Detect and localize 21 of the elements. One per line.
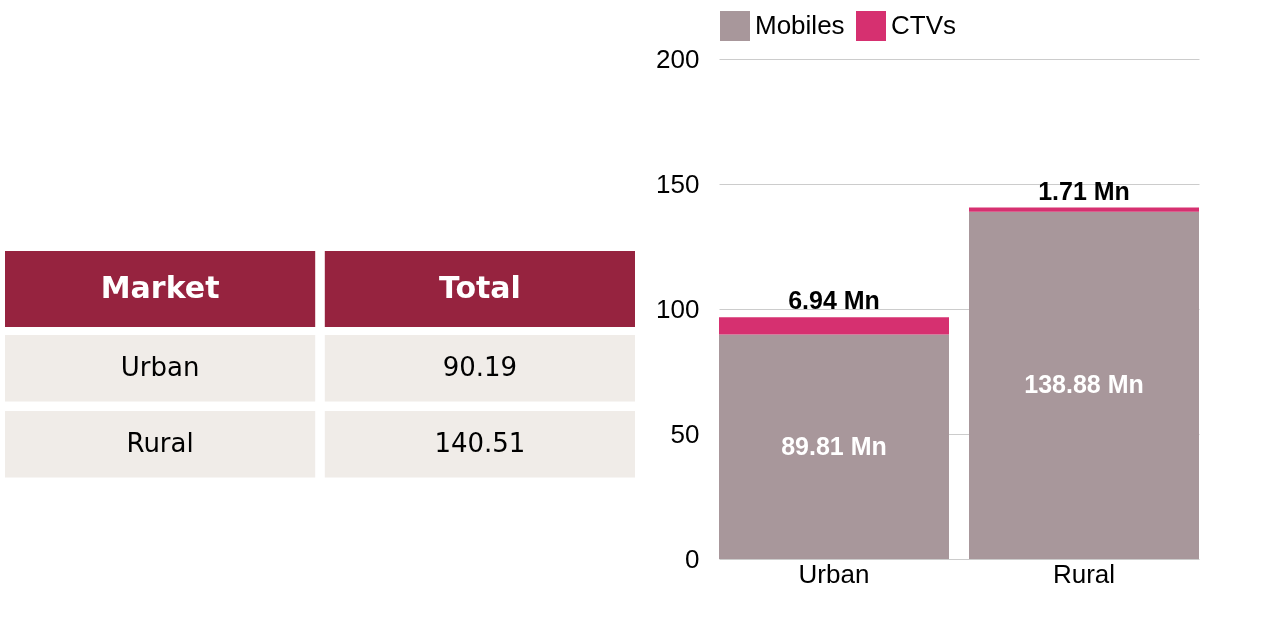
y-tick-label: 0	[685, 543, 700, 574]
data-label: 6.94 Mn	[788, 286, 880, 315]
category-label: Urban	[120, 352, 200, 383]
text: Total	[438, 270, 521, 305]
y-tick-label: 200	[656, 43, 700, 74]
legend-label: Mobiles	[755, 10, 845, 40]
category-label: Rural	[126, 428, 194, 459]
bar	[719, 317, 949, 335]
data-label: 140.51	[434, 428, 526, 459]
y-tick-label: 100	[656, 293, 700, 324]
bar	[719, 334, 949, 559]
data-label: 138.88 Mn	[1024, 370, 1144, 399]
data-label: 89.81 Mn	[781, 431, 887, 460]
bar	[969, 211, 1199, 559]
bar	[969, 207, 1199, 212]
legend-label: CTVs	[891, 10, 956, 40]
y-tick-label: 50	[670, 418, 700, 449]
text: Market	[100, 270, 220, 305]
data-label: 90.19	[442, 352, 518, 383]
y-tick-label: 150	[656, 168, 700, 199]
data-label: 1.71 Mn	[1038, 176, 1130, 205]
